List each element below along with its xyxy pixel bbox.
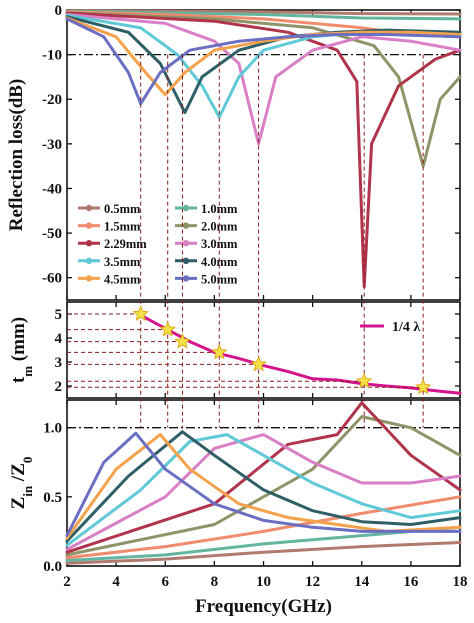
- legend-label: 3.5mm: [104, 255, 141, 269]
- dashed-guides: [67, 54, 432, 428]
- x-tick-label: 12: [305, 574, 320, 590]
- legend-marker: [182, 222, 190, 229]
- series-line: [65, 17, 462, 106]
- star-marker: [356, 372, 373, 389]
- x-tick-label: 2: [63, 574, 71, 590]
- x-tick-label: 14: [354, 574, 370, 590]
- legend-marker: [182, 275, 190, 282]
- star-marker: [250, 355, 267, 372]
- x-tick-label: 10: [256, 574, 271, 590]
- y-tick-label: -40: [42, 181, 62, 197]
- legend-marker: [182, 257, 190, 264]
- legend-marker: [85, 257, 93, 264]
- y-tick-label: 4: [55, 331, 63, 347]
- x-tick-label: 16: [403, 574, 419, 590]
- x-tick-label: 18: [453, 574, 468, 590]
- y-tick-label: 0.0: [43, 559, 62, 575]
- y-tick-label: -50: [42, 226, 62, 242]
- legend-label: 4.5mm: [104, 272, 141, 286]
- y-tick-label: 3: [55, 355, 63, 371]
- star-marker: [159, 321, 176, 337]
- x-tick-label: 6: [162, 574, 170, 590]
- panel-impedance: 0.0 0.5 1.0: [43, 399, 462, 575]
- series-line: [65, 415, 462, 557]
- y-tick-label: -60: [42, 271, 62, 287]
- legend-marker: [182, 240, 190, 247]
- series-line: [65, 11, 462, 168]
- y-tick-label: 0: [55, 3, 63, 19]
- star-marker: [414, 378, 432, 395]
- series-line: [65, 430, 462, 543]
- y-axis-label: Zin /Z0: [8, 457, 35, 510]
- legend-label: 1/4 λ: [392, 320, 420, 335]
- y-tick-label: 5: [55, 307, 63, 323]
- axes-text: 2 4 6 8 10 12 14 16 18 Frequency(GHz) Reflection l…: [6, 79, 468, 617]
- series-line: [65, 541, 462, 565]
- legend-marker: [85, 275, 93, 282]
- panel-thickness: 2 3 4 5 1/4 λ: [55, 301, 462, 399]
- series-line: [65, 16, 462, 97]
- y-tick-label: 0.5: [43, 490, 62, 506]
- series-line: [65, 433, 462, 547]
- series-line: [65, 495, 462, 560]
- legend-marker: [85, 240, 93, 247]
- star-marker: [132, 305, 149, 321]
- plot-frame: [66, 301, 461, 399]
- y-axis-label: Reflection loss(dB): [6, 79, 27, 232]
- legend-label: 4.0mm: [201, 255, 238, 269]
- legend-marker: [85, 222, 93, 229]
- legend-marker: [182, 204, 190, 212]
- star-marker: [211, 343, 228, 360]
- series-line: [65, 433, 462, 551]
- y-tick-label: 1.0: [43, 421, 62, 437]
- legend-marker: [85, 204, 93, 212]
- star-marker: [174, 333, 191, 349]
- x-axis-label: Frequency(GHz): [195, 596, 332, 617]
- y-axis-label: tm (mm): [8, 317, 35, 383]
- x-tick-label: 4: [112, 574, 120, 590]
- y-tick-label: -30: [42, 137, 62, 153]
- legend-label: 0.5mm: [104, 202, 141, 216]
- x-tick-label: 8: [211, 574, 219, 590]
- series-line: [65, 433, 462, 540]
- y-tick-label: 2: [55, 379, 63, 395]
- legend-label: 2.29mm: [104, 237, 147, 251]
- series-line: [65, 431, 462, 538]
- y-tick-label: -20: [42, 92, 62, 108]
- legend-label: 1.5mm: [104, 220, 141, 234]
- series-line: [65, 13, 462, 146]
- series-line: [65, 11, 462, 289]
- y-tick-label: -10: [42, 48, 62, 64]
